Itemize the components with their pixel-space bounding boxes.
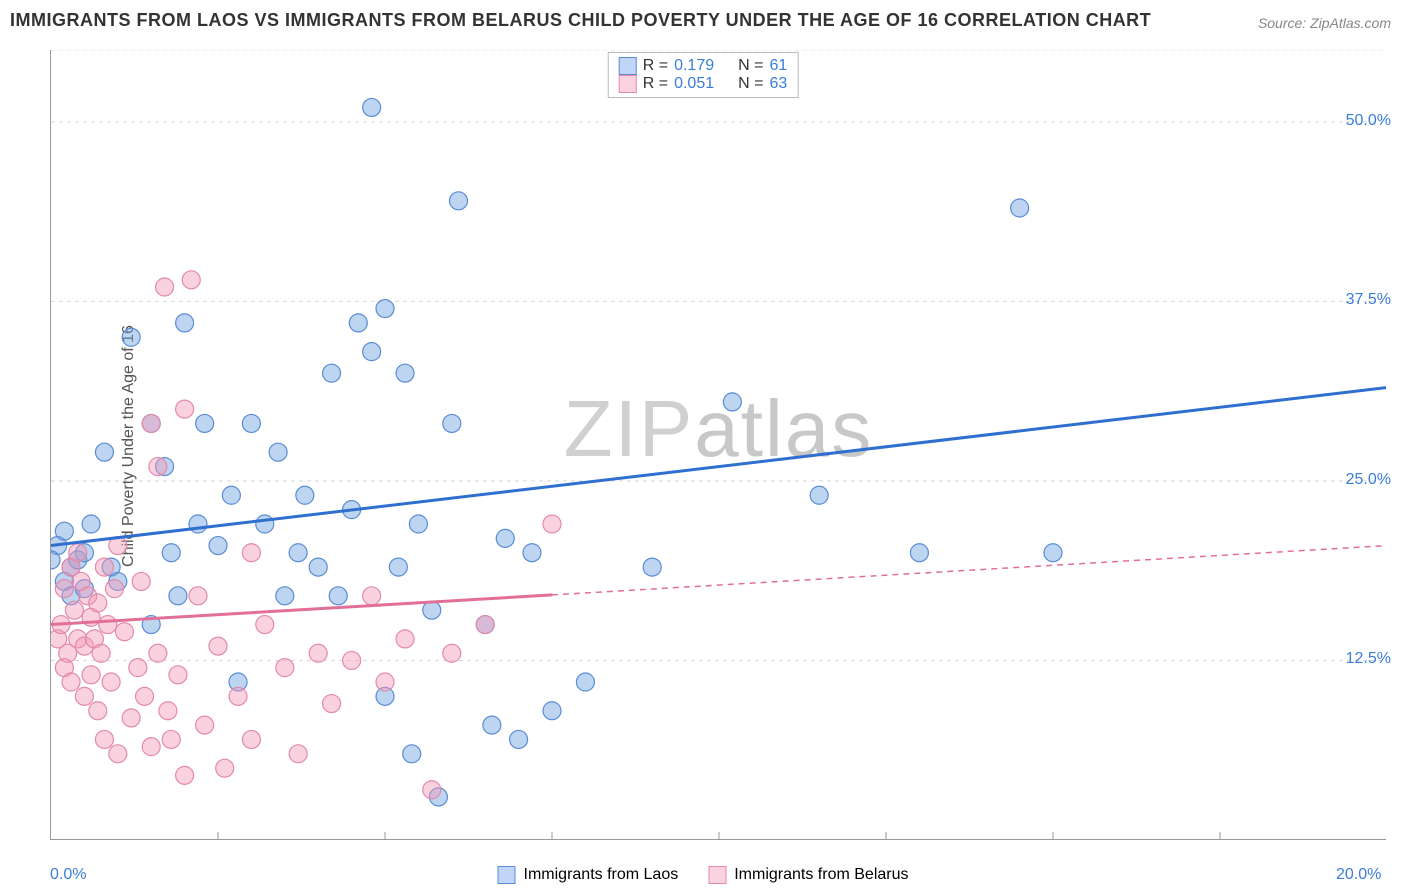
chart-title: IMMIGRANTS FROM LAOS VS IMMIGRANTS FROM … (10, 10, 1151, 31)
legend-item-laos: Immigrants from Laos (498, 866, 679, 884)
x-tick-label: 20.0% (1336, 866, 1381, 884)
y-tick-label: 37.5% (1346, 291, 1391, 309)
y-tick-label: 50.0% (1346, 112, 1391, 130)
plot-svg (51, 50, 1386, 839)
legend-row-belarus: R = 0.051 N = 63 (619, 75, 788, 93)
correlation-chart: IMMIGRANTS FROM LAOS VS IMMIGRANTS FROM … (0, 0, 1406, 892)
y-tick-label: 12.5% (1346, 650, 1391, 668)
legend-correlation-stats: R = 0.179 N = 61 R = 0.051 N = 63 (608, 52, 799, 98)
swatch-pink (708, 866, 726, 884)
legend-series: Immigrants from Laos Immigrants from Bel… (498, 866, 909, 884)
legend-label: Immigrants from Laos (524, 866, 679, 884)
y-tick-label: 25.0% (1346, 471, 1391, 489)
r-label: R = (643, 57, 668, 75)
legend-row-laos: R = 0.179 N = 61 (619, 57, 788, 75)
x-tick-label: 0.0% (50, 866, 86, 884)
swatch-pink (619, 75, 637, 93)
n-value: 63 (769, 75, 787, 93)
r-value: 0.051 (674, 75, 714, 93)
r-label: R = (643, 75, 668, 93)
swatch-blue (619, 57, 637, 75)
source-attribution: Source: ZipAtlas.com (1258, 15, 1391, 31)
plot-area: ZIPatlas (50, 50, 1386, 840)
n-value: 61 (769, 57, 787, 75)
swatch-blue (498, 866, 516, 884)
r-value: 0.179 (674, 57, 714, 75)
n-label: N = (738, 57, 763, 75)
legend-item-belarus: Immigrants from Belarus (708, 866, 908, 884)
legend-label: Immigrants from Belarus (734, 866, 908, 884)
n-label: N = (738, 75, 763, 93)
